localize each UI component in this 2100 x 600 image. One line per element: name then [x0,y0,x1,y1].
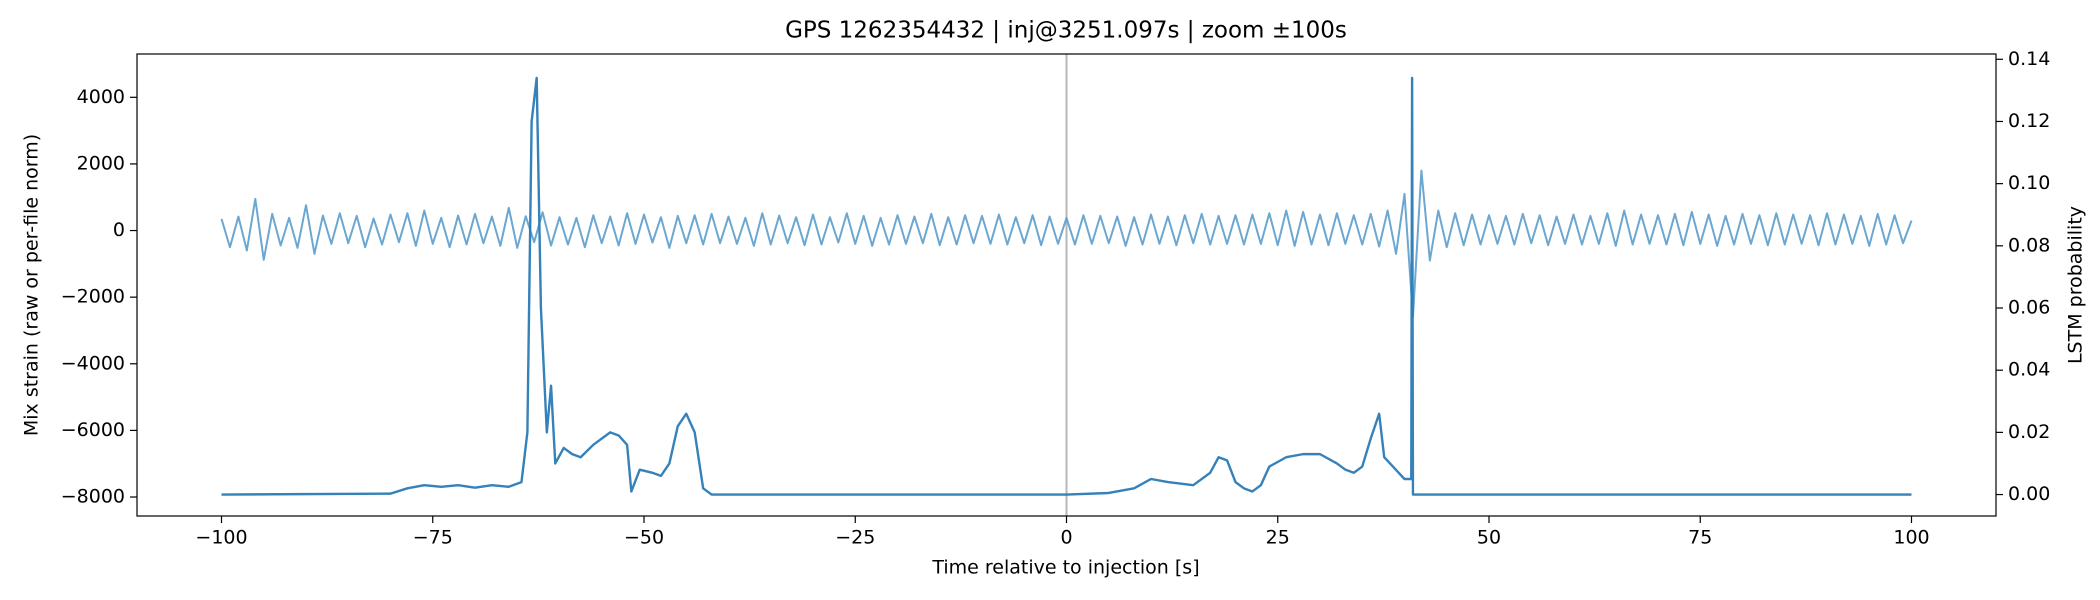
x-tick-label: 0 [1060,527,1072,549]
y-tick-label: 2000 [77,152,125,174]
x-tick-label: −100 [195,527,247,549]
y2-tick-label: 0.04 [2008,359,2050,381]
y-tick-label: −6000 [61,419,125,441]
y-tick-label: −4000 [61,352,125,374]
y2-tick-label: 0.02 [2008,421,2050,443]
data-line [221,76,1912,496]
x-tick-label: 25 [1266,527,1290,549]
x-tick-label: −25 [835,527,875,549]
x-tick-label: −75 [413,527,453,549]
y2-tick-label: 0.10 [2008,172,2050,194]
x-tick-label: 100 [1893,527,1929,549]
y-tick-label: 0 [113,219,125,241]
y2-tick-label: 0.14 [2008,48,2050,70]
y2-tick-label: 0.06 [2008,297,2050,319]
y-tick-label: −8000 [61,486,125,508]
y2-tick-label: 0.08 [2008,234,2050,256]
y2-tick-label: 0.12 [2008,110,2050,132]
y-tick-label: 4000 [77,86,125,108]
y-axis-label: Mix strain (raw or per-file norm) [21,134,43,436]
y-tick-label: −2000 [61,286,125,308]
plot-frame [136,53,1997,517]
chart-title: GPS 1262354432 | inj@3251.097s | zoom ±1… [785,18,1347,44]
x-tick-label: 50 [1477,527,1501,549]
x-tick-label: 75 [1688,527,1712,549]
x-axis-label: Time relative to injection [s] [931,557,1199,579]
x-tick-label: −50 [624,527,664,549]
y2-axis-label: LSTM probability [2065,206,2087,364]
y2-tick-label: 0.00 [2008,483,2050,505]
data-line [220,169,1913,319]
